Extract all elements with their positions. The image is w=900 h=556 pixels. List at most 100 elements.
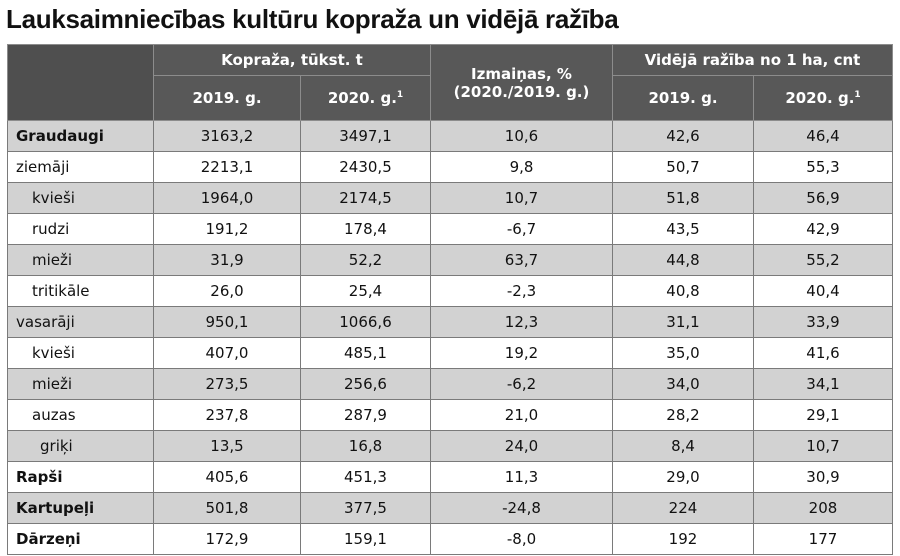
- table-row: Dārzeņi 172,9 159,1 -8,0 192 177: [7, 523, 893, 555]
- yield-2020-cell: 208: [753, 492, 893, 524]
- row-label: rudzi: [7, 213, 154, 245]
- yield-2020-cell: 33,9: [753, 306, 893, 338]
- row-label: kvieši: [7, 182, 154, 214]
- harvest-2019-cell: 407,0: [153, 337, 301, 369]
- yield-header: Vidējā ražība no 1 ha, cnt: [612, 44, 893, 76]
- yield-2020-header: 2020. g.1: [753, 75, 893, 121]
- change-cell: 11,3: [430, 461, 613, 493]
- yield-2020-cell: 41,6: [753, 337, 893, 369]
- change-cell: -2,3: [430, 275, 613, 307]
- change-header: Izmaiņas, % (2020./2019. g.): [430, 44, 613, 121]
- yield-2019-cell: 29,0: [612, 461, 754, 493]
- harvest-2020-cell: 16,8: [300, 430, 431, 462]
- table-row: mieži 273,5 256,6 -6,2 34,0 34,1: [7, 368, 893, 400]
- year-label: 2019. g.: [192, 89, 262, 107]
- table-row: Rapši 405,6 451,3 11,3 29,0 30,9: [7, 461, 893, 493]
- page-title: Lauksaimniecības kultūru kopraža un vidē…: [6, 4, 619, 34]
- change-header-line2: (2020./2019. g.): [453, 82, 590, 101]
- row-label: Graudaugi: [7, 120, 154, 152]
- harvest-2020-cell: 159,1: [300, 523, 431, 555]
- yield-2019-cell: 43,5: [612, 213, 754, 245]
- row-label: griķi: [7, 430, 154, 462]
- yield-2019-cell: 8,4: [612, 430, 754, 462]
- change-cell: 10,6: [430, 120, 613, 152]
- row-label: Dārzeņi: [7, 523, 154, 555]
- row-label: Rapši: [7, 461, 154, 493]
- row-label: ziemāji: [7, 151, 154, 183]
- row-label: mieži: [7, 244, 154, 276]
- yield-2019-cell: 50,7: [612, 151, 754, 183]
- harvest-2019-cell: 31,9: [153, 244, 301, 276]
- row-label: tritikāle: [7, 275, 154, 307]
- table-row: auzas 237,8 287,9 21,0 28,2 29,1: [7, 399, 893, 431]
- harvest-2019-cell: 172,9: [153, 523, 301, 555]
- yield-2020-cell: 40,4: [753, 275, 893, 307]
- yield-2020-cell: 42,9: [753, 213, 893, 245]
- harvest-2019-cell: 26,0: [153, 275, 301, 307]
- harvest-2020-cell: 52,2: [300, 244, 431, 276]
- yield-2020-cell: 177: [753, 523, 893, 555]
- harvest-2020-cell: 287,9: [300, 399, 431, 431]
- stub-header: [7, 44, 154, 121]
- footnote-mark: 1: [854, 90, 861, 100]
- yield-2019-header: 2019. g.: [612, 75, 754, 121]
- harvest-2020-header: 2020. g.1: [300, 75, 431, 121]
- harvest-2019-cell: 2213,1: [153, 151, 301, 183]
- row-label: auzas: [7, 399, 154, 431]
- yield-2020-cell: 29,1: [753, 399, 893, 431]
- yield-2019-cell: 34,0: [612, 368, 754, 400]
- yield-2019-cell: 44,8: [612, 244, 754, 276]
- table-row: Graudaugi 3163,2 3497,1 10,6 42,6 46,4: [7, 120, 893, 152]
- table-row: Kartupeļi 501,8 377,5 -24,8 224 208: [7, 492, 893, 524]
- change-cell: 19,2: [430, 337, 613, 369]
- year-label: 2020. g.: [785, 89, 855, 107]
- harvest-2020-cell: 451,3: [300, 461, 431, 493]
- harvest-2020-cell: 3497,1: [300, 120, 431, 152]
- yield-2020-cell: 55,2: [753, 244, 893, 276]
- row-label: vasarāji: [7, 306, 154, 338]
- harvest-2020-cell: 25,4: [300, 275, 431, 307]
- change-cell: 24,0: [430, 430, 613, 462]
- yield-2020-cell: 10,7: [753, 430, 893, 462]
- harvest-2019-cell: 273,5: [153, 368, 301, 400]
- harvest-2020-cell: 2174,5: [300, 182, 431, 214]
- harvest-2019-cell: 501,8: [153, 492, 301, 524]
- change-cell: 10,7: [430, 182, 613, 214]
- change-cell: -6,2: [430, 368, 613, 400]
- yield-2020-cell: 55,3: [753, 151, 893, 183]
- yield-2019-cell: 42,6: [612, 120, 754, 152]
- yield-2019-cell: 224: [612, 492, 754, 524]
- harvest-header: Kopraža, tūkst. t: [153, 44, 431, 76]
- table-row: rudzi 191,2 178,4 -6,7 43,5 42,9: [7, 213, 893, 245]
- change-header-line1: Izmaiņas, %: [471, 64, 572, 83]
- year-label: 2020. g.: [327, 89, 397, 107]
- row-label: mieži: [7, 368, 154, 400]
- year-label: 2019. g.: [648, 89, 718, 107]
- change-cell: 63,7: [430, 244, 613, 276]
- yield-2019-cell: 51,8: [612, 182, 754, 214]
- row-label: kvieši: [7, 337, 154, 369]
- change-cell: 21,0: [430, 399, 613, 431]
- yield-2019-cell: 35,0: [612, 337, 754, 369]
- harvest-2019-cell: 405,6: [153, 461, 301, 493]
- harvest-2019-cell: 13,5: [153, 430, 301, 462]
- harvest-2019-cell: 1964,0: [153, 182, 301, 214]
- yield-2020-cell: 30,9: [753, 461, 893, 493]
- table-row: kvieši 407,0 485,1 19,2 35,0 41,6: [7, 337, 893, 369]
- table-row: ziemāji 2213,1 2430,5 9,8 50,7 55,3: [7, 151, 893, 183]
- table-row: mieži 31,9 52,2 63,7 44,8 55,2: [7, 244, 893, 276]
- row-label: Kartupeļi: [7, 492, 154, 524]
- change-cell: 12,3: [430, 306, 613, 338]
- yield-2019-cell: 31,1: [612, 306, 754, 338]
- yield-2020-cell: 34,1: [753, 368, 893, 400]
- table-row: griķi 13,5 16,8 24,0 8,4 10,7: [7, 430, 893, 462]
- harvest-2020-cell: 178,4: [300, 213, 431, 245]
- change-cell: -24,8: [430, 492, 613, 524]
- harvest-2019-cell: 191,2: [153, 213, 301, 245]
- harvest-2020-cell: 256,6: [300, 368, 431, 400]
- yield-2020-cell: 46,4: [753, 120, 893, 152]
- table-row: kvieši 1964,0 2174,5 10,7 51,8 56,9: [7, 182, 893, 214]
- harvest-2020-cell: 2430,5: [300, 151, 431, 183]
- harvest-2020-cell: 485,1: [300, 337, 431, 369]
- change-cell: -6,7: [430, 213, 613, 245]
